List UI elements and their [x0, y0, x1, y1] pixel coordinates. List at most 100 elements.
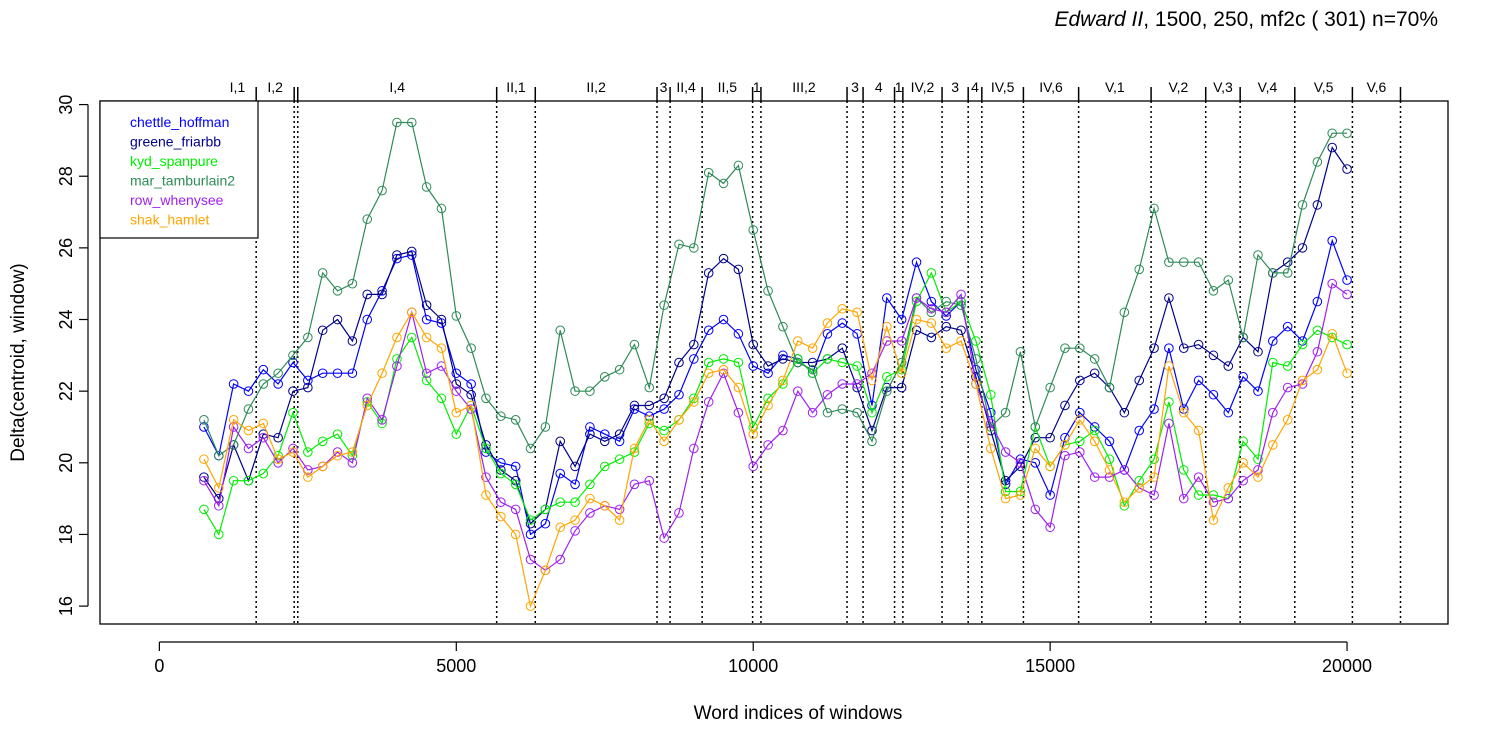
data-point-shak_hamlet — [1149, 472, 1159, 482]
data-point-chettle_hoffman — [332, 368, 343, 379]
data-point-chettle_hoffman — [1282, 321, 1293, 332]
data-point-chettle_hoffman — [733, 329, 744, 339]
data-point-greene_friarbb — [733, 264, 744, 275]
data-point-row_whenysee — [896, 336, 907, 346]
data-point-kyd_spanpure — [585, 479, 595, 490]
data-point-chettle_hoffman — [199, 422, 209, 432]
data-point-shak_hamlet — [911, 314, 922, 325]
data-point-mar_tamburlain2 — [689, 243, 699, 253]
data-point-mar_tamburlain2 — [1297, 200, 1308, 210]
data-point-shak_hamlet — [451, 407, 462, 418]
data-point-chettle_hoffman — [614, 436, 625, 447]
series-line-greene_friarbb — [203, 146, 1348, 525]
data-point-shak_hamlet — [971, 379, 981, 389]
data-point-greene_friarbb — [288, 386, 298, 396]
data-point-greene_friarbb — [659, 393, 669, 404]
data-point-shak_hamlet — [926, 318, 937, 328]
data-point-shak_hamlet — [406, 307, 417, 318]
data-point-chettle_hoffman — [748, 361, 759, 371]
data-point-row_whenysee — [763, 440, 773, 450]
data-point-shak_hamlet — [288, 447, 298, 457]
data-point-mar_tamburlain2 — [1327, 128, 1338, 139]
data-point-row_whenysee — [570, 526, 580, 536]
data-point-greene_friarbb — [1208, 350, 1219, 361]
data-point-row_whenysee — [510, 504, 521, 515]
data-point-kyd_spanpure — [303, 447, 313, 457]
data-point-shak_hamlet — [1134, 483, 1145, 493]
data-point-shak_hamlet — [1164, 361, 1174, 371]
data-point-mar_tamburlain2 — [792, 357, 803, 368]
x-tick-label: 5000 — [436, 656, 476, 676]
y-tick-label: 22 — [56, 381, 76, 401]
series-line-mar_tamburlain2 — [203, 121, 1347, 457]
data-point-chettle_hoffman — [674, 389, 684, 400]
data-point-row_whenysee — [466, 404, 476, 414]
data-point-greene_friarbb — [748, 339, 759, 350]
x-axis-label: Word indices of windows — [694, 703, 903, 724]
data-point-shak_hamlet — [1015, 490, 1026, 500]
data-point-mar_tamburlain2 — [763, 286, 773, 296]
data-point-greene_friarbb — [867, 425, 877, 436]
data-point-mar_tamburlain2 — [1060, 343, 1070, 353]
data-point-row_whenysee — [792, 386, 803, 396]
data-point-shak_hamlet — [867, 375, 877, 386]
data-point-shak_hamlet — [1238, 458, 1248, 468]
data-point-shak_hamlet — [807, 343, 818, 353]
scene-label: I,2 — [267, 79, 283, 95]
data-point-kyd_spanpure — [392, 354, 402, 364]
data-point-kyd_spanpure — [1134, 475, 1145, 486]
data-point-kyd_spanpure — [882, 372, 892, 382]
data-point-shak_hamlet — [1119, 497, 1130, 508]
data-point-shak_hamlet — [510, 529, 521, 540]
data-point-mar_tamburlain2 — [332, 286, 343, 296]
data-point-chettle_hoffman — [837, 318, 848, 328]
y-axis-label: Delta(centroid, window) — [8, 263, 29, 462]
data-point-greene_friarbb — [1297, 243, 1308, 253]
data-point-chettle_hoffman — [882, 293, 892, 303]
data-point-shak_hamlet — [733, 382, 744, 393]
data-point-row_whenysee — [1045, 522, 1055, 533]
data-point-row_whenysee — [822, 389, 833, 400]
scene-label: 3 — [851, 79, 859, 95]
data-point-kyd_spanpure — [1075, 436, 1085, 447]
data-point-shak_hamlet — [525, 601, 536, 611]
data-point-chettle_hoffman — [362, 314, 373, 325]
data-point-chettle_hoffman — [1223, 407, 1234, 418]
data-point-greene_friarbb — [436, 314, 447, 325]
data-point-chettle_hoffman — [1208, 389, 1219, 400]
data-point-greene_friarbb — [674, 357, 684, 368]
data-point-row_whenysee — [1104, 472, 1115, 482]
data-point-greene_friarbb — [689, 339, 699, 350]
data-point-greene_friarbb — [317, 325, 328, 336]
data-point-chettle_hoffman — [896, 314, 907, 325]
data-point-row_whenysee — [748, 461, 759, 472]
scene-label: 4 — [875, 79, 883, 95]
data-point-chettle_hoffman — [629, 404, 640, 414]
x-tick-label: 10000 — [728, 656, 778, 676]
data-point-mar_tamburlain2 — [199, 415, 209, 425]
scene-label: 1 — [895, 79, 903, 95]
data-point-kyd_spanpure — [985, 389, 996, 400]
data-point-greene_friarbb — [570, 461, 580, 472]
data-point-mar_tamburlain2 — [377, 185, 387, 196]
data-point-row_whenysee — [1075, 447, 1085, 457]
scene-label: II,1 — [506, 79, 526, 95]
data-point-mar_tamburlain2 — [867, 436, 877, 447]
y-tick-label: 26 — [56, 238, 76, 258]
data-point-shak_hamlet — [956, 336, 966, 346]
scene-label: 3 — [660, 79, 668, 95]
data-point-mar_tamburlain2 — [718, 178, 729, 189]
data-point-chettle_hoffman — [540, 518, 551, 529]
chart-title: Edward II, 1500, 250, mf2c ( 301) n=70% — [1055, 8, 1439, 32]
data-point-kyd_spanpure — [1297, 339, 1308, 350]
data-point-mar_tamburlain2 — [896, 357, 907, 368]
data-point-row_whenysee — [1015, 458, 1026, 468]
data-point-greene_friarbb — [406, 246, 417, 257]
data-point-row_whenysee — [258, 432, 269, 443]
data-point-row_whenysee — [421, 368, 432, 379]
data-point-chettle_hoffman — [926, 296, 937, 307]
data-point-mar_tamburlain2 — [362, 214, 373, 225]
data-point-mar_tamburlain2 — [392, 117, 402, 128]
data-point-mar_tamburlain2 — [748, 225, 759, 235]
data-point-shak_hamlet — [466, 400, 476, 411]
